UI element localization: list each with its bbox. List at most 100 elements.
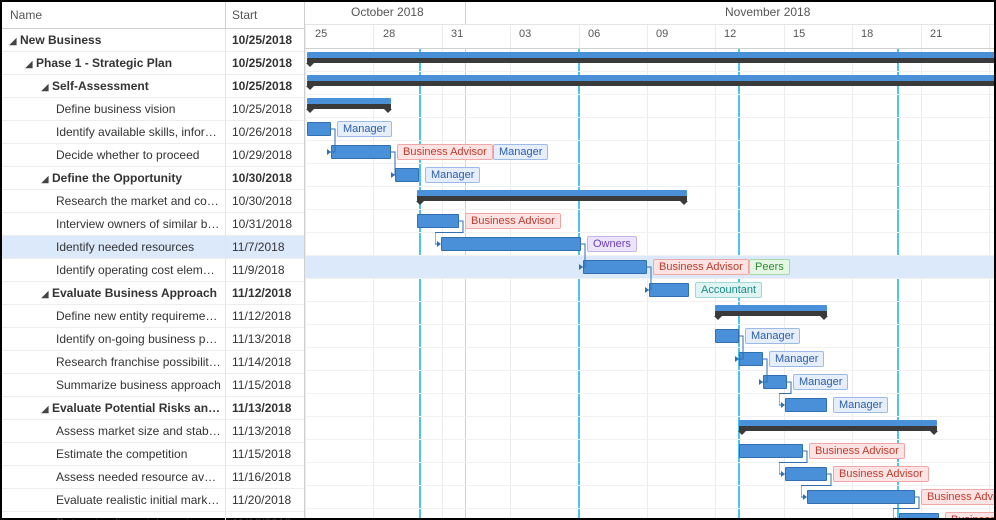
task-bar[interactable] <box>441 237 581 251</box>
task-bar[interactable] <box>807 490 915 504</box>
resource-tag: Manager <box>745 328 800 344</box>
summary-bar[interactable] <box>307 104 391 109</box>
summary-bar[interactable] <box>307 81 994 86</box>
task-bar[interactable] <box>307 122 331 136</box>
task-row[interactable]: Summarize business approach11/15/2018 <box>2 374 304 397</box>
task-bar[interactable] <box>583 260 647 274</box>
column-start-header[interactable]: Start <box>226 2 304 28</box>
expand-icon[interactable]: ◢ <box>24 53 34 74</box>
resource-tag: Business Advisor <box>833 466 929 482</box>
task-row[interactable]: Assess needed resource avail…11/16/2018 <box>2 466 304 489</box>
task-row[interactable]: Identify needed resources11/7/2018 <box>2 236 304 259</box>
task-row[interactable]: Define business vision10/25/2018 <box>2 98 304 121</box>
task-start-date: 10/25/2018 <box>226 79 304 93</box>
task-row[interactable]: Identify operating cost elem… 11/9/2018 <box>2 259 304 282</box>
resource-tag: Manager <box>493 144 548 160</box>
task-bar[interactable] <box>417 214 459 228</box>
resource-tag: Manager <box>337 121 392 137</box>
expand-icon[interactable]: ◢ <box>40 76 50 97</box>
timeline-row[interactable] <box>305 348 994 371</box>
task-row[interactable]: ◢Phase 1 - Strategic Plan10/25/2018 <box>2 52 304 75</box>
task-row[interactable]: Research franchise possibilities11/14/20… <box>2 351 304 374</box>
task-bar[interactable] <box>763 375 787 389</box>
grid-header: Name Start <box>2 2 304 29</box>
timeline-row[interactable] <box>305 118 994 141</box>
resource-tag: Business Adviso <box>921 489 994 505</box>
task-start-date: 11/12/2018 <box>226 286 304 300</box>
timeline-row[interactable] <box>305 233 994 256</box>
resource-tag: Manager <box>833 397 888 413</box>
task-row[interactable]: Define new entity requireme…11/12/2018 <box>2 305 304 328</box>
task-start-date: 11/16/2018 <box>226 516 304 520</box>
task-name: Assess needed resource avail… <box>56 470 226 484</box>
resource-tag: Owners <box>587 236 637 252</box>
task-row[interactable]: Research the market and co… 10/30/2018 <box>2 190 304 213</box>
timeline-body[interactable]: Manager Business Advisor Manager Manager Bus… <box>305 49 994 518</box>
task-row[interactable]: Determine financial requirem… 11/16/2018 <box>2 512 304 520</box>
task-name: Research franchise possibilities <box>56 355 224 369</box>
task-start-date: 10/30/2018 <box>226 171 304 185</box>
task-name: Interview owners of similar b… <box>56 217 219 231</box>
resource-tag: Manager <box>425 167 480 183</box>
timeline-row[interactable] <box>305 509 994 518</box>
summary-bar[interactable] <box>715 311 827 316</box>
timeline-row[interactable] <box>305 302 994 325</box>
task-bar[interactable] <box>331 145 391 159</box>
task-row[interactable]: Decide whether to proceed10/29/2018 <box>2 144 304 167</box>
summary-bar[interactable] <box>417 196 687 201</box>
task-name: Evaluate realistic initial mark… <box>56 493 219 507</box>
task-name: Determine financial requirem… <box>56 516 221 520</box>
task-bar[interactable] <box>649 283 689 297</box>
task-row[interactable]: ◢Evaluate Business Approach11/12/2018 <box>2 282 304 305</box>
task-row[interactable]: ◢New Business10/25/2018 <box>2 29 304 52</box>
column-name-header[interactable]: Name <box>2 2 226 28</box>
summary-bar[interactable] <box>739 426 937 431</box>
month-scale: October 2018November 2018 <box>305 2 994 25</box>
grid-rows: ◢New Business10/25/2018◢Phase 1 - Strate… <box>2 29 304 520</box>
task-row[interactable]: Identify available skills, infor… 10/26/2… <box>2 121 304 144</box>
task-row[interactable]: ◢Define the Opportunity 10/30/2018 <box>2 167 304 190</box>
task-name: Define new entity requireme… <box>56 309 217 323</box>
task-row[interactable]: Assess market size and stabil…11/13/2018 <box>2 420 304 443</box>
task-start-date: 10/30/2018 <box>226 194 304 208</box>
task-row[interactable]: Evaluate realistic initial mark…11/20/20… <box>2 489 304 512</box>
task-name: Define the Opportunity <box>52 171 182 185</box>
timeline-header[interactable]: October 2018November 2018 25283103060912… <box>305 2 994 49</box>
timeline-row[interactable] <box>305 371 994 394</box>
expand-icon[interactable]: ◢ <box>40 398 50 419</box>
gantt-chart: Name Start ◢New Business10/25/2018◢Phase… <box>2 2 994 518</box>
task-bar[interactable] <box>785 467 827 481</box>
task-bar[interactable] <box>739 352 763 366</box>
timeline-row[interactable] <box>305 95 994 118</box>
task-row[interactable]: Estimate the competition11/15/2018 <box>2 443 304 466</box>
expand-icon[interactable]: ◢ <box>40 283 50 304</box>
expand-icon[interactable]: ◢ <box>40 168 50 189</box>
task-row[interactable]: Interview owners of similar b…10/31/2018 <box>2 213 304 236</box>
timeline-row[interactable] <box>305 210 994 233</box>
task-bar[interactable] <box>785 398 827 412</box>
task-start-date: 11/13/2018 <box>226 424 304 438</box>
timeline-row[interactable] <box>305 394 994 417</box>
day-label: 18 <box>861 28 873 40</box>
task-row[interactable]: ◢Evaluate Potential Risks and…11/13/2018 <box>2 397 304 420</box>
task-bar[interactable] <box>899 513 939 518</box>
timeline-row[interactable] <box>305 256 994 279</box>
resource-tag: Business A <box>945 512 994 518</box>
expand-icon[interactable]: ◢ <box>8 30 18 51</box>
summary-bar[interactable] <box>307 58 994 63</box>
task-start-date: 11/9/2018 <box>226 263 304 277</box>
task-row[interactable]: ◢Self-Assessment10/25/2018 <box>2 75 304 98</box>
task-name: Identify available skills, infor… <box>56 125 217 139</box>
day-label: 28 <box>383 28 395 40</box>
task-start-date: 10/25/2018 <box>226 33 304 47</box>
task-bar[interactable] <box>715 329 739 343</box>
task-bar[interactable] <box>395 168 419 182</box>
timeline-row[interactable] <box>305 325 994 348</box>
task-name: Phase 1 - Strategic Plan <box>36 56 172 70</box>
task-bar[interactable] <box>739 444 803 458</box>
resource-tag: Manager <box>769 351 824 367</box>
task-name: Research the market and co… <box>56 194 219 208</box>
task-row[interactable]: Identify on-going business p…11/13/2018 <box>2 328 304 351</box>
task-name: Identify operating cost elem… <box>56 263 215 277</box>
task-start-date: 10/26/2018 <box>226 125 304 139</box>
